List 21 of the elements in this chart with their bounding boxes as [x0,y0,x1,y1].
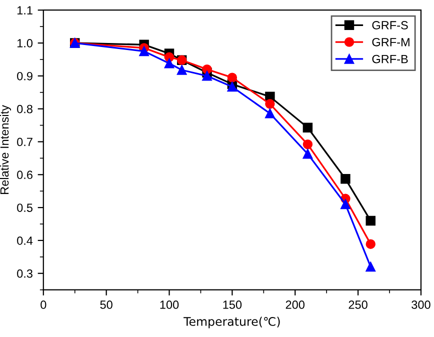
x-tick-label: 50 [100,300,112,309]
x-tick-label: 150 [223,300,242,309]
x-tick-label: 100 [160,300,179,309]
y-tick-label: 1.1 [17,6,32,14]
y-axis-title: Relative Intensity [0,105,12,194]
y-tick-label: 0.9 [17,72,32,80]
y-tick-label: 0.4 [17,236,33,245]
legend-label: GRF-B [372,54,408,64]
legend-label: GRF-S [372,21,408,30]
y-tick-label: 0.7 [17,138,32,146]
x-tick-label: 200 [286,300,305,309]
y-tick-label: 1.0 [17,39,33,48]
y-tick-label: 0.6 [17,170,32,180]
x-tick-label: 300 [412,300,430,309]
legend-label: GRF-M [372,38,410,46]
y-tick-label: 0.8 [17,104,32,114]
x-axis-title: Temperature(℃) [184,316,280,328]
y-tick-label: 0.5 [17,204,32,212]
y-tick-label: 0.3 [17,269,32,278]
x-tick-label: 250 [348,300,368,309]
x-tick-label: 0 [40,300,46,309]
